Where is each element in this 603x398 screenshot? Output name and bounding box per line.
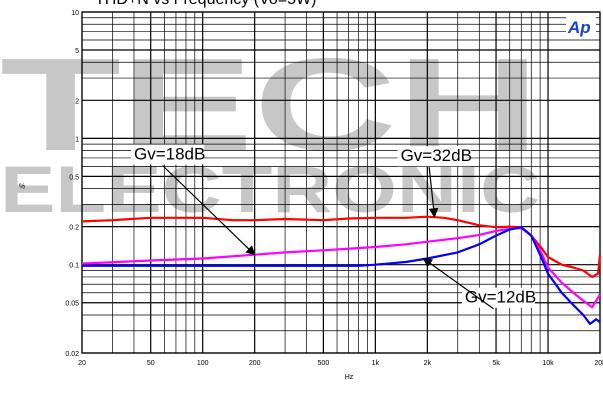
series-line-gv-18db [81,226,601,309]
annotation-label: Gv=18dB [134,145,205,164]
annotation-box [397,146,471,167]
x-axis-label: Hz [345,374,354,381]
annotations: Gv=18dB Gv=32dB Gv=12dB [130,144,536,310]
annotation-label: Gv=12dB [465,288,536,307]
x-tick-label: 2k [424,360,432,367]
annotation-box [130,144,205,165]
y-tick-label: 0.1 [69,263,79,270]
x-tick-label: 5k [492,360,500,367]
annotation-label: Gv=32dB [401,146,472,165]
y-axis-label: % [19,184,25,191]
y-tick-label: 0.02 [65,351,79,358]
annotation-arrow [428,167,439,218]
ap-logo: Ap [566,16,596,37]
tick-labels: 20 50 100 200 500 1k 2k 5k 10k 20k 10 5 2 1 0.5 0.2 0.1 0… [19,10,603,381]
y-tick-label: 1 [75,136,79,143]
y-tick-label: 0.2 [69,225,79,232]
series-line-gv-32db [81,215,602,278]
x-tick-label: 200 [249,360,261,367]
y-tick-label: 10 [71,10,79,17]
annotation-arrow [162,165,256,256]
annotation-box [461,287,536,308]
y-tick-label: 5 [75,48,79,55]
annotation-arrow [422,257,494,310]
series-line-gv-12db [82,226,601,325]
chart-title: THD+N vs Frequency (Vo=5W) [95,0,316,9]
x-tick-label: 20 [78,360,86,367]
ap-logo-bg [566,16,596,36]
grid [81,11,601,354]
y-tick-label: 2 [75,98,79,105]
x-tick-label: 20k [594,360,603,367]
ap-logo-text: Ap [567,18,591,37]
y-tick-label: 0.05 [65,301,79,308]
x-tick-label: 100 [197,360,209,367]
y-tick-label: 0.5 [69,174,79,181]
x-tick-label: 10k [542,360,554,367]
x-tick-label: 50 [147,360,155,367]
x-tick-label: 1k [372,360,380,367]
series-lines [81,215,602,325]
x-tick-label: 500 [318,360,330,367]
